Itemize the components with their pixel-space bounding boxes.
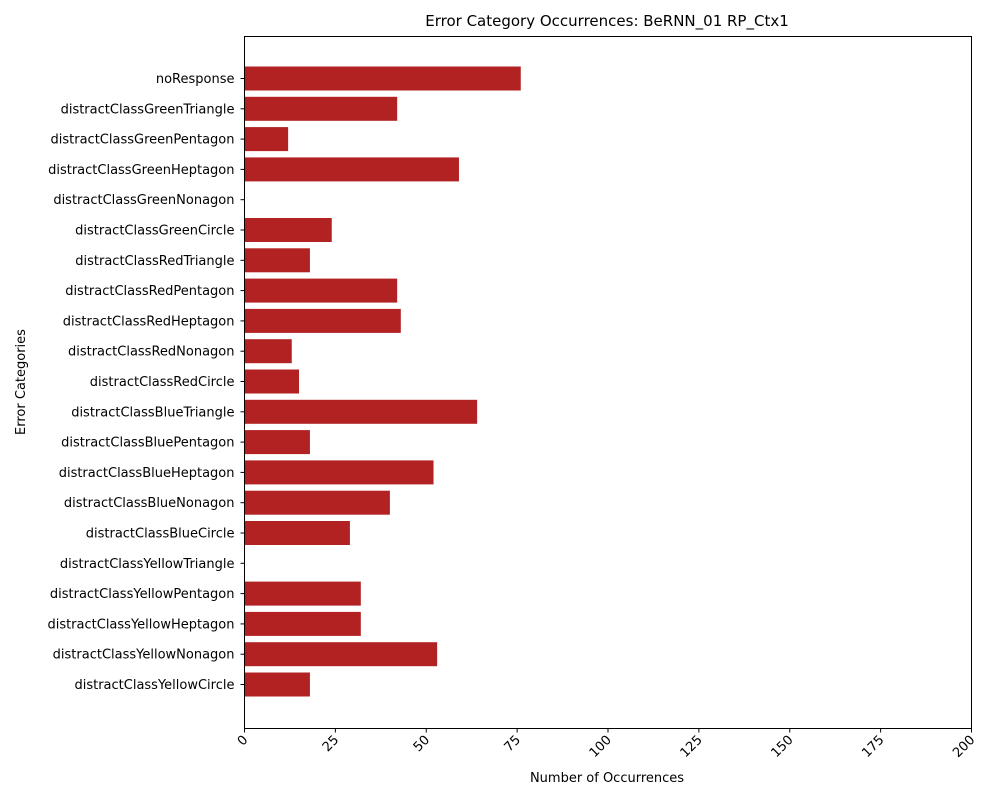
bar [244, 521, 350, 545]
x-tick-label: 100 [587, 733, 615, 761]
bar [244, 96, 398, 121]
x-tick-label: 125 [678, 733, 706, 761]
y-tick-label: distractClassGreenCircle [75, 224, 234, 239]
x-tick-label: 200 [950, 733, 978, 761]
bar [244, 369, 300, 394]
x-tick-label: 50 [411, 733, 433, 755]
y-tick-label: distractClassGreenHeptagon [48, 163, 234, 178]
bar [244, 672, 310, 697]
y-tick-label: distractClassGreenNonagon [53, 193, 234, 208]
x-tick-label: 150 [768, 733, 796, 761]
y-tick-label: distractClassRedPentagon [65, 284, 234, 299]
y-axis: noResponse distractClassGreenTriangle dist… [47, 72, 245, 693]
bars-layer [244, 66, 521, 697]
x-tick-label: 25 [320, 733, 342, 755]
y-tick-label: distractClassYellowPentagon [50, 587, 235, 602]
y-tick-label: distractClassBlueCircle [86, 527, 235, 542]
bar [244, 66, 521, 91]
bar [244, 581, 361, 606]
y-tick-label: distractClassRedHeptagon [63, 314, 235, 329]
y-tick-label: distractClassRedCircle [90, 375, 235, 390]
y-tick-label: distractClassBlueTriangle [71, 405, 234, 420]
y-tick-label: distractClassRedTriangle [75, 254, 234, 269]
y-tick-label: distractClassYellowTriangle [60, 557, 235, 572]
y-tick-label: distractClassGreenPentagon [51, 133, 235, 148]
x-axis: 0 25 50 75 100 125 150 175 200 [235, 728, 978, 761]
y-tick-label: distractClassYellowNonagon [53, 648, 235, 663]
x-tick-label: 175 [859, 733, 887, 761]
y-tick-label: noResponse [156, 72, 235, 87]
y-axis-label: Error Categories [14, 329, 29, 435]
bar [244, 127, 289, 152]
bar [244, 218, 332, 242]
y-tick-label: distractClassYellowCircle [74, 678, 234, 693]
bar [244, 460, 434, 485]
bar [244, 278, 398, 303]
bar [244, 248, 310, 273]
chart-title: Error Category Occurrences: BeRNN_01 RP_… [425, 12, 789, 31]
bar [244, 157, 459, 182]
y-tick-label: distractClassBlueHeptagon [59, 466, 235, 481]
y-tick-label: distractClassYellowHeptagon [47, 617, 234, 632]
bar [244, 430, 310, 455]
x-tick-label: 75 [502, 733, 524, 755]
bar [244, 611, 361, 636]
x-tick-label: 0 [235, 733, 251, 749]
y-tick-label: distractClassBluePentagon [61, 436, 234, 451]
y-tick-label: distractClassBlueNonagon [64, 496, 235, 511]
y-tick-label: distractClassRedNonagon [68, 345, 235, 360]
bar [244, 490, 390, 515]
bar [244, 308, 401, 333]
x-axis-label: Number of Occurrences [530, 771, 684, 786]
y-tick-label: distractClassGreenTriangle [61, 102, 235, 117]
bar [244, 399, 478, 424]
bar [244, 339, 292, 364]
bar [244, 642, 438, 667]
